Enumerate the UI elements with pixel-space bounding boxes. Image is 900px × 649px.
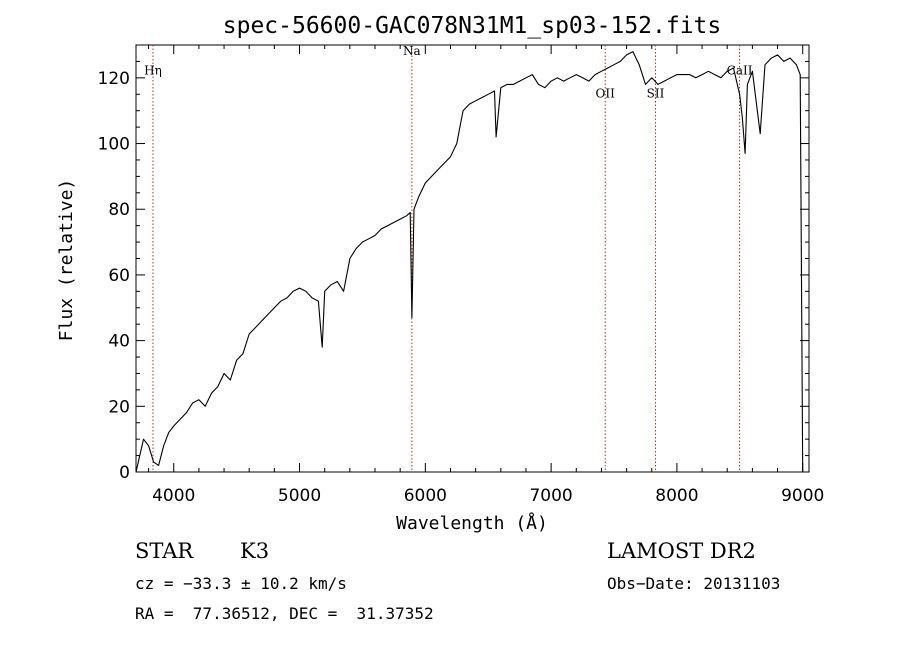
- line-marker-label: OII: [596, 87, 616, 101]
- x-tick-label: 7000: [529, 486, 572, 506]
- x-tick-label: 4000: [152, 486, 195, 506]
- x-tick-label: 8000: [655, 486, 698, 506]
- x-axis-label: Wavelength (Å): [396, 512, 548, 534]
- x-tick-label: 6000: [404, 486, 447, 506]
- line-marker-label: SII: [647, 87, 665, 101]
- object-subclass: K3: [240, 539, 270, 563]
- line-marker-label: Hη: [144, 64, 162, 78]
- line-markers: Hη Na OII SII CaII: [144, 44, 753, 472]
- line-marker-label: Na: [403, 44, 421, 58]
- x-axis: 4000 5000 6000 7000 8000 9000: [148, 45, 824, 506]
- chart-title: spec-56600-GAC078N31M1_sp03-152.fits: [223, 13, 722, 39]
- object-class: STAR: [135, 539, 194, 563]
- obs-date: Obs−Date: 20131103: [607, 574, 781, 593]
- y-axis: 0 20 40 60 80 100 120: [98, 44, 809, 483]
- spectrum-line: [135, 51, 804, 473]
- y-tick-label: 0: [119, 463, 130, 483]
- y-axis-label: Flux (relative): [56, 179, 77, 342]
- spectrum-series: [135, 51, 804, 473]
- redshift-readout: cz = −33.3 ± 10.2 km/s: [135, 574, 347, 593]
- y-tick-label: 40: [108, 332, 130, 352]
- y-tick-label: 20: [108, 397, 130, 417]
- plot-frame: [135, 44, 810, 473]
- y-tick-label: 60: [108, 266, 130, 286]
- survey-name: LAMOST DR2: [607, 539, 756, 563]
- x-tick-label: 9000: [781, 486, 824, 506]
- coordinates: RA = 77.36512, DEC = 31.37352: [135, 604, 434, 623]
- y-tick-label: 80: [108, 200, 130, 220]
- y-tick-label: 100: [98, 135, 130, 155]
- line-marker-label: CaII: [727, 64, 753, 78]
- y-tick-label: 120: [98, 69, 130, 89]
- x-tick-label: 5000: [278, 486, 321, 506]
